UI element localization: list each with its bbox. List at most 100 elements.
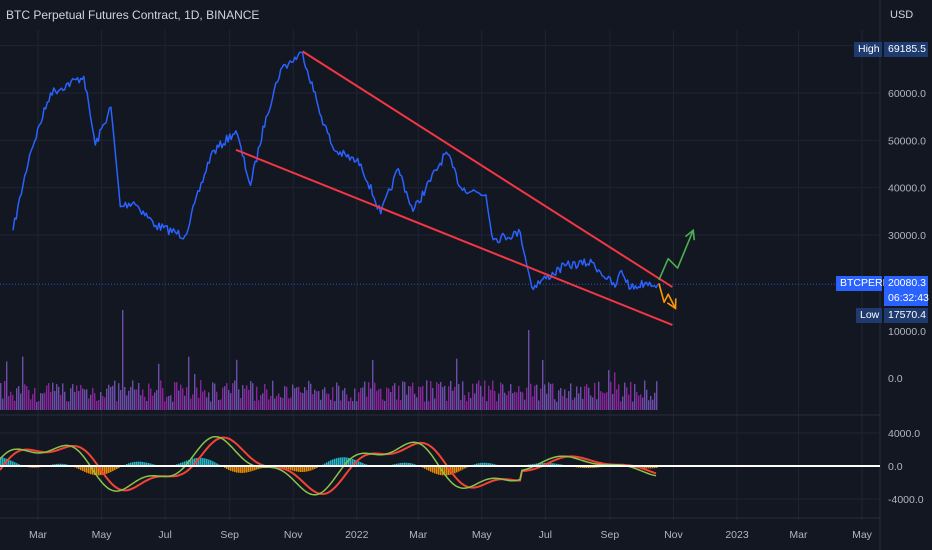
volume-bar xyxy=(134,389,136,410)
axes: Mar May Jul Sep Nov 2022 Mar May Jul Sep Nov 2023 Ma… xyxy=(29,41,926,541)
volume-bar xyxy=(558,390,560,410)
volume-bar xyxy=(78,391,80,410)
osc-histogram-bar xyxy=(288,466,290,470)
osc-histogram-bar xyxy=(490,463,492,466)
volume-bar xyxy=(538,400,540,410)
volume-bar xyxy=(24,384,26,410)
volume-bar xyxy=(188,356,190,410)
osc-histogram-bar xyxy=(424,466,426,469)
volume-bar xyxy=(478,380,480,410)
volume-bar xyxy=(534,385,536,410)
volume-bar xyxy=(600,391,602,410)
volume-bar xyxy=(622,396,624,410)
volume-bar xyxy=(462,381,464,410)
volume-bar xyxy=(302,393,304,410)
volume-bar xyxy=(296,387,298,410)
volume-bar xyxy=(492,380,494,410)
osc-histogram-bar xyxy=(314,466,316,469)
volume-bar xyxy=(352,401,354,410)
volume-bar xyxy=(594,383,596,410)
volume-bar xyxy=(74,391,76,410)
volume-bar xyxy=(584,386,586,410)
volume-bar xyxy=(270,395,272,410)
volume-bar xyxy=(10,391,12,410)
volume-bar xyxy=(202,391,204,410)
volume-bar xyxy=(310,383,312,410)
x-tick-label: Nov xyxy=(664,529,683,541)
volume-bar xyxy=(30,399,32,410)
volume-bar xyxy=(616,389,618,410)
volume-bar xyxy=(86,389,88,410)
volume-pane xyxy=(0,310,658,410)
osc-histogram-bar xyxy=(146,462,148,466)
volume-bar xyxy=(320,399,322,410)
volume-bar xyxy=(636,391,638,410)
x-tick-label: May xyxy=(472,529,493,541)
volume-bar xyxy=(156,390,158,410)
volume-bar xyxy=(460,399,462,410)
volume-bar xyxy=(504,392,506,410)
price-pane xyxy=(0,50,880,326)
volume-bar xyxy=(454,386,456,410)
osc-histogram-bar xyxy=(408,462,410,466)
osc-histogram-bar xyxy=(234,466,236,473)
volume-bar xyxy=(364,381,366,410)
osc-histogram-bar xyxy=(458,466,460,472)
volume-bar xyxy=(648,400,650,410)
osc-histogram-bar xyxy=(404,462,406,466)
volume-bar xyxy=(506,395,508,410)
volume-bar xyxy=(322,389,324,410)
osc-histogram-bar xyxy=(14,462,16,466)
volume-bar xyxy=(398,385,400,410)
high-label-tag: High xyxy=(854,42,882,57)
volume-bar xyxy=(38,401,40,410)
volume-bar xyxy=(60,394,62,410)
volume-bar xyxy=(652,399,654,410)
volume-bar xyxy=(176,382,178,410)
trendline-upper xyxy=(302,50,673,288)
volume-bar xyxy=(598,381,600,410)
osc-histogram-bar xyxy=(296,466,298,472)
osc-histogram-bar xyxy=(484,462,486,466)
volume-bar xyxy=(212,382,214,410)
osc-tick-label: -4000.0 xyxy=(888,494,924,506)
osc-histogram-bar xyxy=(88,466,90,474)
osc-histogram-bar xyxy=(446,466,448,476)
volume-bar xyxy=(518,386,520,410)
osc-histogram-bar xyxy=(252,466,254,471)
osc-histogram-bar xyxy=(348,457,350,466)
volume-bar xyxy=(602,392,604,410)
volume-bar xyxy=(182,388,184,410)
osc-histogram-bar xyxy=(242,466,244,473)
osc-histogram-bar xyxy=(210,460,212,466)
volume-bar xyxy=(580,386,582,410)
osc-histogram-bar xyxy=(10,460,12,466)
volume-bar xyxy=(576,386,578,410)
volume-bar xyxy=(142,389,144,410)
osc-histogram-bar xyxy=(336,458,338,466)
volume-bar xyxy=(140,395,142,410)
volume-bar xyxy=(590,395,592,410)
osc-histogram-bar xyxy=(340,457,342,466)
volume-bar xyxy=(190,398,192,410)
x-tick-label: Mar xyxy=(789,529,808,541)
osc-histogram-bar xyxy=(402,462,404,466)
volume-bar xyxy=(216,391,218,410)
volume-bar xyxy=(232,383,234,410)
volume-bar xyxy=(348,401,350,410)
osc-histogram-bar xyxy=(12,461,14,466)
volume-bar xyxy=(428,401,430,410)
volume-bar xyxy=(36,402,38,410)
osc-histogram-bar xyxy=(302,466,304,472)
osc-histogram-bar xyxy=(342,457,344,466)
volume-bar xyxy=(184,395,186,410)
volume-bar xyxy=(456,358,458,410)
osc-histogram-bar xyxy=(110,466,112,473)
osc-slow-line xyxy=(0,436,657,496)
volume-bar xyxy=(392,385,394,410)
volume-bar xyxy=(56,384,58,410)
osc-histogram-bar xyxy=(460,466,462,471)
volume-bar xyxy=(66,401,68,410)
volume-bar xyxy=(440,382,442,410)
osc-histogram-bar xyxy=(540,463,542,466)
